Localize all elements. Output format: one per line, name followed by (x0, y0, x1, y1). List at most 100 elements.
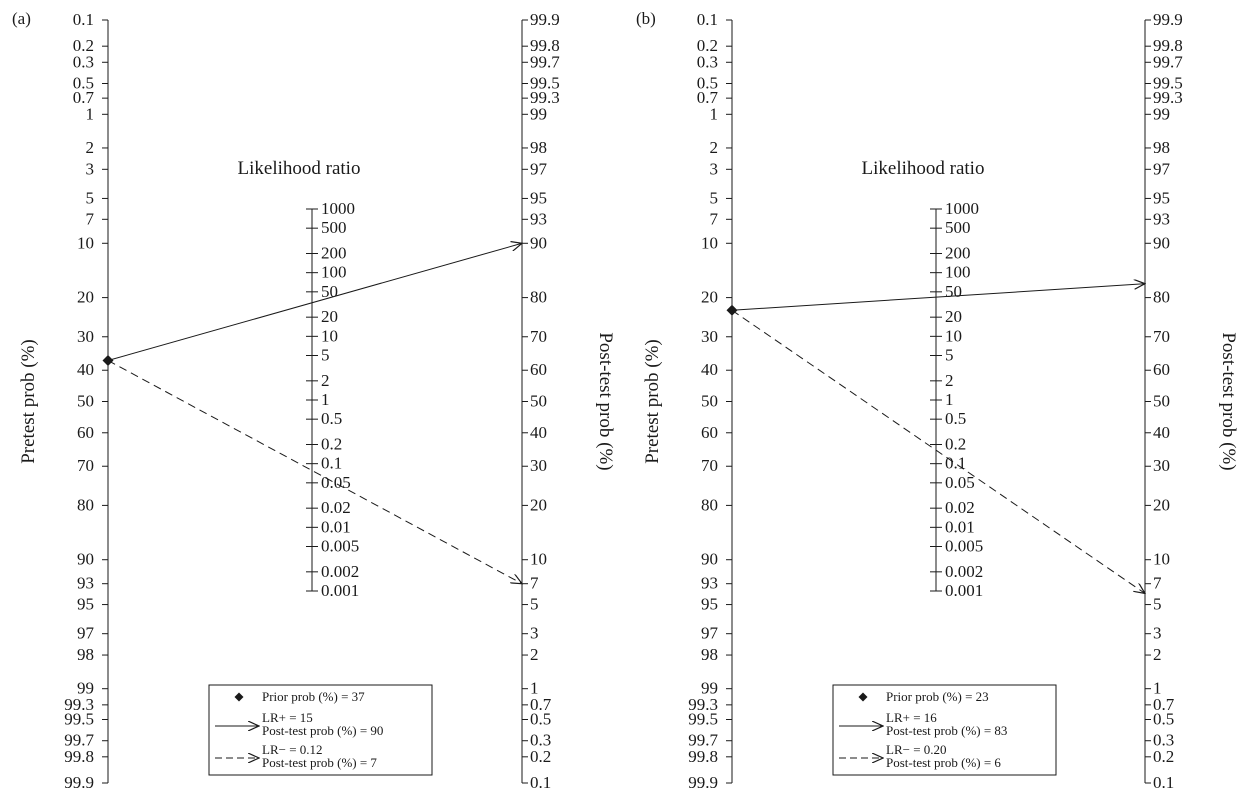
lr-tick-label: 0.05 (321, 473, 351, 492)
pretest-tick-label: 7 (86, 209, 95, 228)
pretest-tick-label: 99.5 (688, 709, 718, 728)
lr-axis-title: Likelihood ratio (238, 158, 361, 179)
pretest-tick-label: 0.2 (697, 36, 718, 55)
legend-box (832, 684, 1057, 776)
posttest-axis-title: Post-test prob (%) (1218, 332, 1239, 470)
posttest-tick-label: 40 (530, 423, 547, 442)
pretest-tick-label: 70 (77, 456, 94, 475)
posttest-tick-label: 0.3 (1153, 731, 1174, 750)
posttest-tick-label: 80 (1153, 288, 1170, 307)
posttest-tick-label: 99.8 (1153, 36, 1183, 55)
posttest-tick-label: 20 (1153, 495, 1170, 514)
legend-post-positive-text: Post-test prob (%) = 90 (262, 723, 383, 738)
lr-tick-label: 20 (321, 307, 338, 326)
pretest-tick-label: 1 (710, 104, 719, 123)
posttest-axis-title: Post-test prob (%) (595, 332, 616, 470)
lr-tick-label: 0.1 (945, 454, 966, 473)
lr-tick-label: 5 (321, 345, 330, 364)
lr-tick-label: 0.5 (321, 409, 342, 428)
lr-tick-label: 100 (945, 263, 971, 282)
pretest-tick-label: 60 (701, 423, 718, 442)
pretest-tick-label: 98 (77, 645, 94, 664)
lr-tick-label: 100 (321, 263, 347, 282)
posttest-tick-label: 7 (1153, 574, 1162, 593)
lr-tick-label: 0.005 (321, 536, 359, 555)
pretest-tick-label: 99 (701, 679, 718, 698)
posttest-tick-label: 60 (1153, 360, 1170, 379)
lr-tick-label: 200 (321, 244, 347, 263)
legend-lr-positive-text: LR+ = 16 (886, 710, 937, 725)
posttest-tick-label: 99.5 (530, 74, 560, 93)
lr-tick-label: 2 (945, 371, 954, 390)
lr-tick-label: 0.005 (945, 536, 983, 555)
pretest-tick-label: 99.5 (64, 709, 94, 728)
posttest-tick-label: 70 (1153, 327, 1170, 346)
pretest-tick-label: 93 (701, 574, 718, 593)
lr-tick-label: 0.001 (945, 581, 983, 600)
pretest-tick-label: 95 (701, 595, 718, 614)
posttest-tick-label: 70 (530, 327, 547, 346)
posttest-tick-label: 99 (530, 104, 547, 123)
posttest-tick-label: 0.1 (1153, 773, 1174, 792)
panel-label: (a) (12, 9, 31, 28)
posttest-tick-label: 3 (1153, 624, 1162, 643)
lr-tick-label: 200 (945, 244, 971, 263)
posttest-tick-label: 90 (1153, 233, 1170, 252)
lr-tick-label: 5 (945, 345, 954, 364)
posttest-tick-label: 50 (1153, 392, 1170, 411)
posttest-tick-label: 2 (530, 645, 539, 664)
posttest-tick-label: 20 (530, 495, 547, 514)
posttest-tick-label: 30 (530, 456, 547, 475)
lr-positive-line (731, 284, 1145, 311)
posttest-tick-label: 7 (530, 574, 539, 593)
posttest-tick-label: 99.5 (1153, 74, 1183, 93)
pretest-axis-title: Pretest prob (%) (18, 339, 39, 464)
pretest-tick-label: 99.9 (688, 773, 718, 792)
legend-post-negative-text: Post-test prob (%) = 7 (262, 755, 377, 770)
lr-tick-label: 0.5 (945, 409, 966, 428)
legend-lr-negative-text: LR− = 0.12 (262, 742, 323, 757)
posttest-tick-label: 40 (1153, 423, 1170, 442)
pretest-tick-label: 50 (701, 392, 718, 411)
pretest-tick-label: 0.2 (73, 36, 94, 55)
posttest-tick-label: 5 (1153, 595, 1162, 614)
pretest-tick-label: 93 (77, 574, 94, 593)
pretest-tick-label: 1 (86, 104, 95, 123)
lr-tick-label: 0.05 (945, 473, 975, 492)
pretest-tick-label: 2 (86, 138, 95, 157)
pretest-tick-label: 20 (701, 288, 718, 307)
pretest-tick-label: 20 (77, 288, 94, 307)
posttest-tick-label: 0.5 (530, 709, 551, 728)
posttest-tick-label: 98 (530, 138, 547, 157)
pretest-tick-label: 10 (77, 233, 94, 252)
lr-tick-label: 1 (945, 390, 954, 409)
posttest-tick-label: 60 (530, 360, 547, 379)
legend-diamond-icon (858, 692, 868, 702)
pretest-tick-label: 30 (701, 327, 718, 346)
pretest-tick-label: 99.8 (64, 747, 94, 766)
legend-lr-positive-text: LR+ = 15 (262, 710, 313, 725)
pretest-tick-label: 0.3 (73, 52, 94, 71)
pretest-tick-label: 99.3 (688, 695, 718, 714)
pretest-tick-label: 97 (701, 624, 719, 643)
lr-tick-label: 10 (321, 326, 338, 345)
lr-tick-label: 20 (945, 307, 962, 326)
panel-label: (b) (636, 9, 656, 28)
posttest-tick-label: 98 (1153, 138, 1170, 157)
lr-axis-title: Likelihood ratio (862, 158, 985, 179)
posttest-tick-label: 99.8 (530, 36, 560, 55)
posttest-tick-label: 95 (1153, 188, 1170, 207)
lr-tick-label: 2 (321, 371, 330, 390)
pretest-tick-label: 30 (77, 327, 94, 346)
pretest-tick-label: 99.8 (688, 747, 718, 766)
pretest-tick-label: 60 (77, 423, 94, 442)
pretest-tick-label: 3 (710, 159, 719, 178)
lr-tick-label: 500 (321, 218, 347, 237)
lr-tick-label: 500 (945, 218, 971, 237)
pretest-tick-label: 5 (710, 188, 719, 207)
posttest-tick-label: 0.1 (530, 773, 551, 792)
posttest-tick-label: 50 (530, 392, 547, 411)
